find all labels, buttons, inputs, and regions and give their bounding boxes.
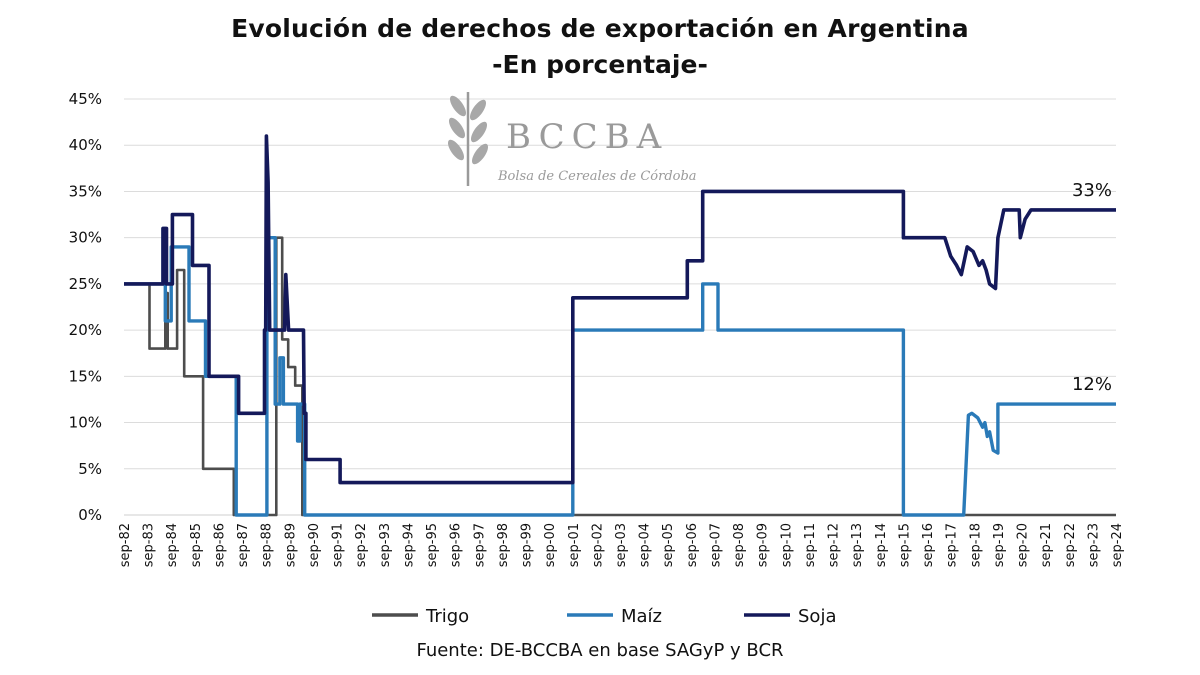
y-tick-label: 5% [78, 460, 102, 478]
chart-title: Evolución de derechos de exportación en … [231, 14, 969, 43]
legend: Trigo Maíz Soja [372, 606, 836, 627]
chart-subtitle: -En porcentaje- [492, 50, 708, 79]
x-tick-label: sep-16 [921, 523, 936, 567]
x-tick-label: sep-18 [968, 523, 983, 567]
x-tick-label: sep-00 [543, 523, 558, 567]
x-tick-label: sep-12 [827, 523, 842, 567]
y-axis-ticks: 0% 5% 10% 15% 20% 25% 30% 35% 40% 45% [69, 90, 102, 524]
x-tick-label: sep-95 [425, 523, 440, 567]
x-tick-label: sep-99 [520, 523, 535, 567]
x-tick-label: sep-92 [354, 523, 369, 567]
y-tick-label: 25% [69, 275, 102, 293]
x-tick-label: sep-03 [614, 523, 629, 567]
bccba-watermark: BCCBA Bolsa de Cereales de Córdoba [447, 92, 697, 186]
y-tick-label: 10% [69, 414, 102, 432]
series-line-maz [124, 226, 1116, 517]
x-tick-label: sep-19 [992, 523, 1007, 567]
y-tick-label: 35% [69, 182, 102, 200]
end-labels: 33% 12% [1072, 180, 1112, 395]
source-note: Fuente: DE-BCCBA en base SAGyP y BCR [416, 640, 784, 661]
end-label: 33% [1072, 180, 1112, 201]
series-lines [124, 134, 1116, 517]
x-axis-ticks: sep-82 sep-83 sep-84 sep-85 sep-86 sep-87 sep-… [118, 523, 1125, 567]
y-tick-label: 45% [69, 90, 102, 108]
x-tick-label: sep-23 [1086, 523, 1101, 567]
watermark-name: BCCBA [506, 117, 668, 157]
x-tick-label: sep-90 [307, 523, 322, 567]
x-tick-label: sep-14 [874, 523, 889, 567]
x-tick-label: sep-04 [638, 523, 653, 567]
y-tick-label: 15% [69, 367, 102, 385]
y-tick-label: 20% [69, 321, 102, 339]
y-tick-label: 40% [69, 136, 102, 154]
y-tick-label: 0% [78, 506, 102, 524]
grid-lines [124, 98, 1116, 470]
x-tick-label: sep-91 [331, 523, 346, 567]
x-tick-label: sep-97 [472, 523, 487, 567]
x-tick-label: sep-24 [1110, 523, 1125, 567]
wheat-logo-icon [447, 92, 489, 186]
x-tick-label: sep-93 [378, 523, 393, 567]
x-tick-label: sep-94 [401, 523, 416, 567]
x-tick-label: sep-11 [803, 523, 818, 567]
x-tick-label: sep-10 [779, 523, 794, 567]
series-line-soja [124, 134, 1116, 485]
legend-label: Trigo [425, 606, 469, 627]
x-tick-label: sep-86 [212, 523, 227, 567]
x-tick-label: sep-06 [685, 523, 700, 567]
end-label: 12% [1072, 374, 1112, 395]
x-tick-label: sep-20 [1016, 523, 1031, 567]
legend-label: Soja [798, 606, 836, 627]
x-tick-label: sep-02 [590, 523, 605, 567]
x-tick-label: sep-98 [496, 523, 511, 567]
x-tick-label: sep-85 [189, 523, 204, 567]
y-tick-label: 30% [69, 229, 102, 247]
x-tick-label: sep-82 [118, 523, 133, 567]
x-tick-label: sep-13 [850, 523, 865, 567]
x-tick-label: sep-17 [945, 523, 960, 567]
x-tick-label: sep-05 [661, 523, 676, 567]
x-tick-label: sep-09 [756, 523, 771, 567]
x-tick-label: sep-22 [1063, 523, 1078, 567]
legend-label: Maíz [621, 606, 662, 627]
x-tick-label: sep-96 [449, 523, 464, 567]
x-tick-label: sep-84 [165, 523, 180, 567]
x-tick-label: sep-83 [142, 523, 157, 567]
x-tick-label: sep-88 [260, 523, 275, 567]
x-tick-label: sep-07 [708, 523, 723, 567]
x-tick-label: sep-08 [732, 523, 747, 567]
x-tick-label: sep-15 [897, 523, 912, 567]
x-tick-label: sep-89 [283, 523, 298, 567]
watermark-tagline: Bolsa de Cereales de Córdoba [497, 169, 697, 184]
x-tick-label: sep-01 [567, 523, 582, 567]
x-tick-label: sep-21 [1039, 523, 1054, 567]
x-tick-label: sep-87 [236, 523, 251, 567]
